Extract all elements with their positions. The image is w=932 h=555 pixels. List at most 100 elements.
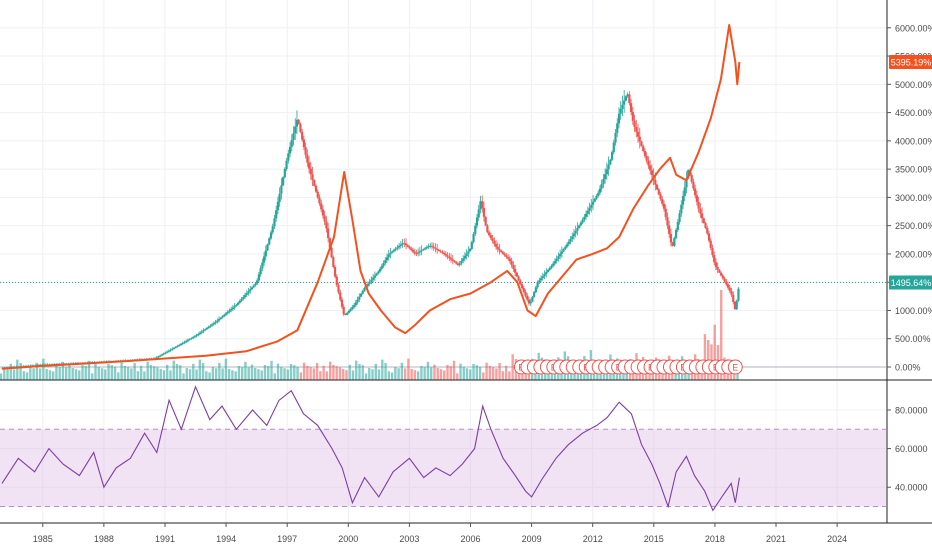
volume-bar [195, 369, 198, 380]
volume-bar [25, 372, 29, 380]
volume-bar [146, 361, 149, 380]
candle-body [266, 244, 269, 251]
price-label-layer: 5395.19% 1495.64% [889, 54, 932, 290]
candle-body [636, 131, 640, 137]
volume-bar [16, 359, 19, 380]
y-tick-label: 0.00% [895, 362, 921, 372]
candle-body [515, 272, 518, 277]
volume-bar [3, 368, 6, 380]
volume-bar [97, 367, 100, 380]
volume-bar [475, 365, 479, 380]
volume-bar [511, 354, 514, 380]
candle-body [252, 285, 255, 288]
candle-body [669, 233, 673, 243]
volume-bar [286, 369, 289, 380]
candle-body [344, 313, 347, 315]
candle-body [493, 240, 496, 244]
candle-body [718, 269, 721, 273]
candle-body [164, 352, 167, 354]
volume-bar [315, 363, 319, 380]
candle-body [723, 278, 726, 282]
candle-body [171, 348, 174, 350]
candle-body [453, 260, 456, 263]
volume-bar [240, 367, 244, 380]
volume-bar [400, 362, 404, 380]
candle-body [342, 306, 345, 314]
candle-body [598, 188, 602, 193]
volume-bar [159, 369, 162, 380]
volume-bar [387, 371, 391, 380]
volume-bar [390, 372, 394, 380]
candle-body [299, 124, 302, 132]
candle-body [574, 230, 577, 234]
candle-body [278, 193, 281, 202]
candle-body [370, 279, 373, 282]
rsi-band-layer [0, 428, 886, 508]
candle-body [245, 293, 248, 296]
volume-bar [71, 368, 74, 380]
candle-body [576, 228, 579, 231]
volume-bar [234, 371, 237, 380]
x-tick-label: 1991 [155, 534, 175, 544]
candle-body [713, 255, 716, 263]
volume-bar [361, 365, 364, 380]
candle-body [695, 195, 698, 202]
oscillator-line [1, 385, 740, 512]
candle-body [401, 243, 404, 245]
volume-bar [198, 359, 202, 380]
candle-body [462, 258, 465, 261]
candle-body [529, 301, 532, 304]
candle-body [659, 194, 662, 200]
volume-bar [364, 373, 368, 380]
x-tick-label: 1985 [33, 534, 53, 544]
volume-bar [257, 369, 260, 380]
candle-body [503, 253, 506, 256]
volume-bar [172, 360, 175, 380]
candle-body [472, 233, 475, 243]
candle-body [539, 278, 543, 281]
volume-bar [61, 361, 65, 380]
candle-body [351, 307, 354, 309]
volume-bar [87, 360, 91, 380]
volume-bar [439, 369, 443, 380]
candle-body [219, 317, 222, 320]
volume-bar [35, 362, 39, 380]
candle-body [250, 287, 254, 290]
x-tick-label: 2021 [766, 534, 786, 544]
candle-body [306, 154, 309, 163]
candle-body [633, 120, 636, 128]
candle-body [325, 221, 328, 229]
volume-bar [64, 367, 68, 380]
volume-bar [149, 365, 153, 380]
volume-bar [488, 366, 492, 380]
candle-body [197, 333, 200, 336]
candle-body [579, 222, 582, 226]
volume-bar [403, 368, 407, 380]
candle-body [391, 251, 394, 253]
volume-bar [368, 368, 371, 380]
candle-body [214, 321, 217, 324]
volume-bar [9, 363, 12, 380]
volume-bar [19, 363, 22, 380]
candle-body [629, 103, 633, 112]
candle-body [730, 290, 733, 295]
volume-bar [335, 366, 338, 380]
volume-bar [267, 366, 270, 380]
candle-body [159, 355, 162, 357]
volume-bar [254, 368, 257, 380]
volume-bar [211, 367, 215, 380]
candle-body [494, 243, 498, 247]
candle-body [586, 210, 589, 214]
candle-body [486, 225, 489, 233]
candle-body [488, 232, 491, 236]
volume-bar [469, 369, 472, 380]
candle-body [481, 201, 484, 208]
candle-body [160, 354, 164, 356]
volume-bar [508, 371, 511, 380]
candle-body [711, 247, 714, 256]
x-tick-label: 1997 [277, 534, 297, 544]
candle-body [671, 242, 674, 246]
candle-body [642, 146, 645, 152]
candle-body [200, 331, 203, 333]
candle-body [645, 155, 648, 161]
